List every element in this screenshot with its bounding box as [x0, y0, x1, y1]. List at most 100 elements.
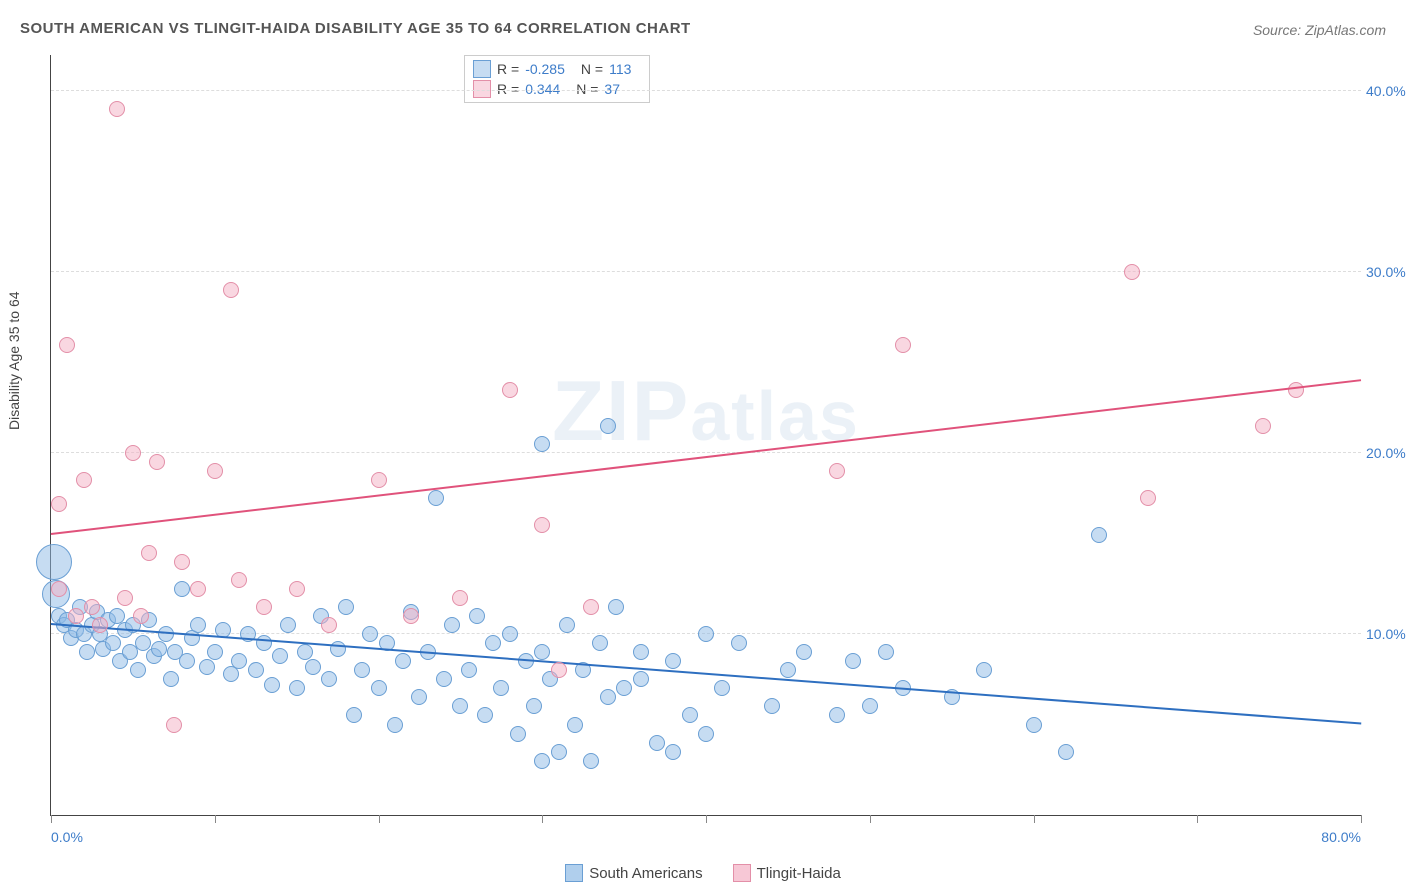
data-point [845, 653, 861, 669]
data-point [109, 101, 125, 117]
data-point [179, 653, 195, 669]
chart-title: SOUTH AMERICAN VS TLINGIT-HAIDA DISABILI… [20, 20, 691, 37]
data-point [289, 680, 305, 696]
data-point [1140, 490, 1156, 506]
legend-label: South Americans [589, 865, 702, 882]
data-point [174, 554, 190, 570]
data-point [502, 382, 518, 398]
data-point [600, 689, 616, 705]
data-point [510, 726, 526, 742]
data-point [223, 282, 239, 298]
data-point [141, 545, 157, 561]
data-point [36, 544, 72, 580]
data-point [371, 472, 387, 488]
xtick [1197, 815, 1198, 823]
data-point [608, 599, 624, 615]
gridline [51, 271, 1361, 272]
data-point [485, 635, 501, 651]
data-point [633, 644, 649, 660]
data-point [665, 744, 681, 760]
data-point [264, 677, 280, 693]
stats-n-value: 113 [609, 59, 631, 79]
data-point [461, 662, 477, 678]
data-point [780, 662, 796, 678]
xtick-label: 80.0% [1321, 829, 1361, 845]
data-point [321, 617, 337, 633]
data-point [1255, 418, 1271, 434]
xtick [1034, 815, 1035, 823]
data-point [305, 659, 321, 675]
data-point [190, 617, 206, 633]
data-point [68, 608, 84, 624]
data-point [354, 662, 370, 678]
data-point [698, 726, 714, 742]
data-point [616, 680, 632, 696]
data-point [92, 617, 108, 633]
data-point [411, 689, 427, 705]
data-point [551, 662, 567, 678]
data-point [534, 517, 550, 533]
data-point [133, 608, 149, 624]
data-point [272, 648, 288, 664]
y-axis-label: Disability Age 35 to 64 [6, 291, 22, 430]
data-point [151, 641, 167, 657]
data-point [764, 698, 780, 714]
xtick [379, 815, 380, 823]
xtick [215, 815, 216, 823]
watermark-zip: ZIP [552, 364, 690, 459]
source-label: Source: ZipAtlas.com [1253, 22, 1386, 38]
data-point [436, 671, 452, 687]
data-point [76, 472, 92, 488]
data-point [346, 707, 362, 723]
legend: South Americans Tlingit-Haida [0, 864, 1406, 882]
data-point [321, 671, 337, 687]
plot-area: ZIPatlas R =-0.285N =113R =0.344N =37 10… [50, 55, 1361, 816]
gridline [51, 452, 1361, 453]
data-point [682, 707, 698, 723]
data-point [878, 644, 894, 660]
stats-r-label: R = [497, 79, 519, 99]
data-point [371, 680, 387, 696]
data-point [583, 753, 599, 769]
data-point [633, 671, 649, 687]
data-point [665, 653, 681, 669]
data-point [207, 463, 223, 479]
data-point [1288, 382, 1304, 398]
data-point [559, 617, 575, 633]
data-point [452, 698, 468, 714]
data-point [551, 744, 567, 760]
stats-box: R =-0.285N =113R =0.344N =37 [464, 55, 650, 103]
data-point [829, 463, 845, 479]
stats-r-value: -0.285 [525, 59, 565, 79]
data-point [387, 717, 403, 733]
data-point [526, 698, 542, 714]
gridline [51, 90, 1361, 91]
data-point [976, 662, 992, 678]
xtick [542, 815, 543, 823]
data-point [338, 599, 354, 615]
stats-swatch [473, 60, 491, 78]
legend-swatch [565, 864, 583, 882]
data-point [1091, 527, 1107, 543]
xtick [51, 815, 52, 823]
data-point [231, 653, 247, 669]
watermark: ZIPatlas [552, 363, 860, 461]
data-point [395, 653, 411, 669]
data-point [403, 608, 419, 624]
data-point [600, 418, 616, 434]
data-point [297, 644, 313, 660]
data-point [862, 698, 878, 714]
data-point [79, 644, 95, 660]
legend-label: Tlingit-Haida [757, 865, 841, 882]
ytick-label: 40.0% [1366, 83, 1406, 99]
data-point [534, 436, 550, 452]
data-point [583, 599, 599, 615]
data-point [649, 735, 665, 751]
stats-r-label: R = [497, 59, 519, 79]
data-point [731, 635, 747, 651]
data-point [428, 490, 444, 506]
data-point [895, 337, 911, 353]
data-point [190, 581, 206, 597]
data-point [130, 662, 146, 678]
stats-r-value: 0.344 [525, 79, 560, 99]
